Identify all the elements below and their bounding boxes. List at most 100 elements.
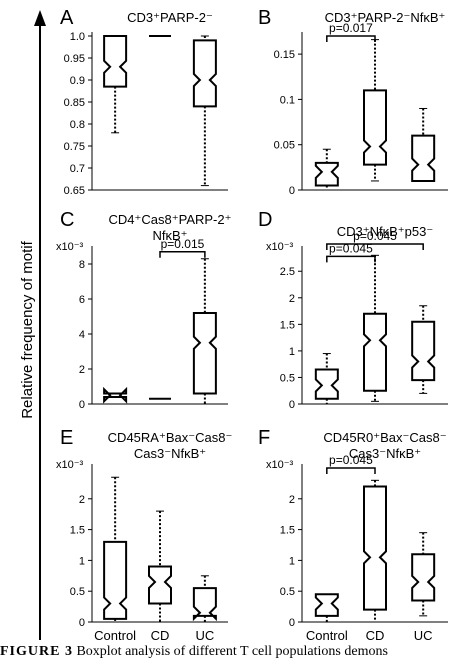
box-cd <box>148 510 172 623</box>
box-uc <box>192 258 217 405</box>
panel-title-line-2: Cas3⁻NfκB⁺ <box>134 446 206 461</box>
box-cd <box>363 39 387 182</box>
significance-bracket: p=0.015 <box>159 237 206 258</box>
y-tick-label: 8 <box>79 259 85 271</box>
panels: A CD3⁺PARP-2⁻ 0.65 0.7 0.75 0.8 0.85 0.9 0.95 1.0… <box>56 7 448 643</box>
box-cd <box>363 479 387 623</box>
notched-box <box>314 161 339 187</box>
y-tick-label: 0.85 <box>64 97 85 109</box>
figure-caption: FIGURE 3 Boxplot analysis of different T… <box>0 644 474 668</box>
y-tick-label: 0.95 <box>64 53 85 65</box>
notched-box <box>103 540 128 620</box>
panel-d: D CD3⁺NfκB⁺p53⁻ 0 0.5 1 1.5 2 2.5 x10⁻³ p=0.045p=… <box>258 209 448 411</box>
y-tick-label: 0 <box>79 617 85 629</box>
y-tick-label: 2 <box>289 293 295 305</box>
box-uc <box>411 305 436 394</box>
notched-box <box>148 565 172 605</box>
panel-letter: A <box>60 7 74 29</box>
bracket-line <box>326 243 424 250</box>
caption-prefix: FIGURE 3 <box>0 644 73 659</box>
panel-title-line-2: Cas3⁻NfκB⁺ <box>349 446 421 461</box>
y-scale-note: x10⁻³ <box>56 459 84 471</box>
p-value-label: p=0.015 <box>161 237 205 251</box>
panel-letter: F <box>258 427 270 449</box>
y-tick-label: 0.8 <box>70 119 85 131</box>
y-tick-label: 2 <box>79 364 85 376</box>
x-tick-label: CD <box>366 628 385 643</box>
panel-a: A CD3⁺PARP-2⁻ 0.65 0.7 0.75 0.8 0.85 0.9 0.95 1.0 <box>60 7 228 197</box>
y-tick-label: 0.75 <box>64 141 85 153</box>
y-tick-label: 0 <box>79 399 85 411</box>
y-tick-label: 1.5 <box>280 525 295 537</box>
y-tick-label: 2 <box>79 494 85 506</box>
y-tick-label: 0.5 <box>70 586 85 598</box>
p-value-label: p=0.017 <box>329 21 373 35</box>
panel-title-line-1: CD4⁺Cas8⁺PARP-2⁺ <box>109 212 232 227</box>
panel-title-line-1: CD45RA⁺Bax⁻Cas8⁻ <box>108 430 233 445</box>
notched-box <box>192 312 217 395</box>
notched-box <box>103 35 128 88</box>
y-tick-label: 1 <box>79 555 85 567</box>
y-tick-label: 1 <box>289 346 295 358</box>
box-control <box>103 476 128 623</box>
notched-box <box>103 386 128 404</box>
x-tick-label: CD <box>151 628 170 643</box>
x-tick-label: UC <box>195 628 214 643</box>
y-axis-label: Relative frequency of motif <box>19 240 36 418</box>
panel-letter: E <box>60 427 73 449</box>
bracket-line <box>326 255 376 263</box>
y-tick-label: 0.5 <box>280 586 295 598</box>
panel-letter: D <box>258 209 272 231</box>
y-tick-label: 0.7 <box>70 163 85 175</box>
notched-box <box>411 553 436 602</box>
box-uc <box>192 35 217 187</box>
significance-bracket: p=0.045 <box>326 241 376 263</box>
y-scale-note: x10⁻³ <box>56 241 84 253</box>
notched-box <box>314 368 339 400</box>
y-tick-label: 1 <box>289 555 295 567</box>
panel-title-line-2: NfκB⁺ <box>152 228 187 243</box>
y-scale-note: x10⁻³ <box>266 459 294 471</box>
box-control <box>103 35 128 134</box>
panel-title: CD3⁺NfκB⁺p53⁻ <box>337 224 433 239</box>
y-scale-note: x10⁻³ <box>266 241 294 253</box>
y-tick-label: 0 <box>289 617 295 629</box>
y-tick-label: 1.0 <box>70 31 85 43</box>
y-tick-label: 0.05 <box>274 140 295 152</box>
bracket-line <box>326 467 376 474</box>
notched-box <box>363 312 387 392</box>
y-tick-label: 2 <box>289 494 295 506</box>
box-cd <box>363 254 387 402</box>
y-tick-label: 0.5 <box>280 372 295 384</box>
panel-title: CD3⁺PARP-2⁻NfκB⁺ <box>325 10 446 25</box>
y-tick-label: 2.5 <box>280 266 295 278</box>
y-tick-label: 0.1 <box>280 94 295 106</box>
notched-box <box>363 89 387 166</box>
notched-box <box>192 587 217 622</box>
y-tick-label: 0.65 <box>64 185 85 197</box>
y-tick-label: 0.15 <box>274 49 295 61</box>
panel-title: CD3⁺PARP-2⁻ <box>127 10 213 25</box>
significance-bracket: p=0.045 <box>326 453 376 474</box>
notched-box <box>192 39 217 108</box>
bracket-line <box>326 35 376 42</box>
bracket-line <box>159 251 206 258</box>
y-tick-label: 4 <box>79 329 85 341</box>
box-control <box>314 148 339 191</box>
panel-letter: C <box>60 209 74 231</box>
x-tick-label: Control <box>306 628 348 643</box>
y-tick-label: 0 <box>289 399 295 411</box>
p-value-label: p=0.045 <box>329 453 373 467</box>
significance-bracket: p=0.045 <box>326 229 424 250</box>
x-tick-label: UC <box>414 628 433 643</box>
panel-title-line-1: CD45R0⁺Bax⁻Cas8⁻ <box>323 430 446 445</box>
panel-e: E CD45RA⁺Bax⁻Cas8⁻Cas3⁻NfκB⁺ 0 0.5 1 1.5 2 x10⁻… <box>56 427 232 643</box>
box-control <box>314 353 339 405</box>
box-control <box>103 386 128 404</box>
notched-box <box>314 593 339 617</box>
notched-box <box>411 134 436 182</box>
y-axis-arrow-head <box>34 10 46 26</box>
y-tick-label: 0.9 <box>70 75 85 87</box>
p-value-label: p=0.045 <box>329 241 373 255</box>
